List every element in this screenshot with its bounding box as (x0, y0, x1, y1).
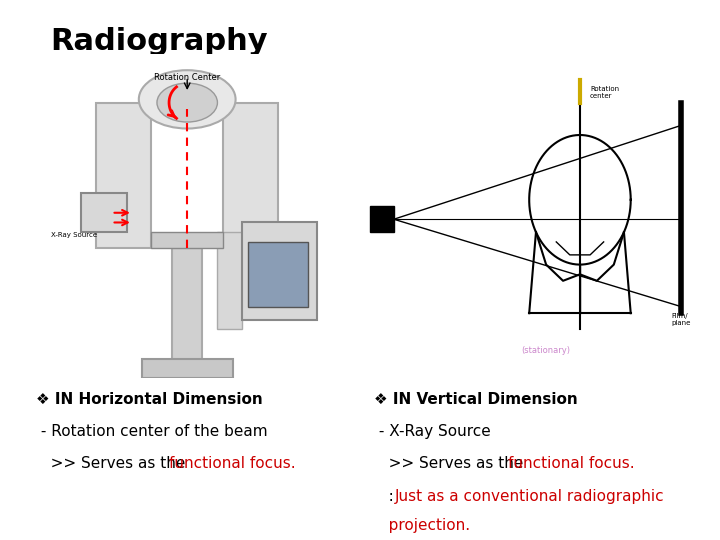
Text: - Rotation center of the beam: - Rotation center of the beam (36, 424, 268, 439)
Bar (248, 242, 308, 307)
Bar (96, 103, 151, 248)
Text: Just as a conventional radiographic: Just as a conventional radiographic (395, 489, 664, 504)
Bar (151, 232, 223, 248)
Ellipse shape (157, 83, 217, 122)
Text: Film/
plane: Film/ plane (671, 313, 690, 326)
Text: Rotation
center: Rotation center (590, 86, 619, 99)
Text: - X-Ray Source: - X-Ray Source (374, 424, 491, 439)
Text: Radiography: Radiography (50, 27, 268, 56)
Bar (223, 103, 278, 248)
Bar (370, 206, 394, 232)
Ellipse shape (139, 70, 235, 129)
Bar (242, 222, 318, 320)
Text: projection.: projection. (374, 518, 471, 534)
Text: ❖ IN Horizontal Dimension: ❖ IN Horizontal Dimension (36, 392, 263, 407)
Text: X-Ray Source: X-Ray Source (51, 232, 97, 238)
Bar (172, 248, 202, 378)
Text: >> Serves as the: >> Serves as the (36, 456, 190, 471)
Text: (stationary): (stationary) (521, 346, 571, 355)
Text: :: : (374, 489, 399, 504)
Bar (142, 359, 233, 378)
Text: >> Serves as the: >> Serves as the (374, 456, 528, 471)
Bar (81, 193, 127, 232)
Bar (217, 232, 242, 329)
Text: functional focus.: functional focus. (169, 456, 296, 471)
Text: Rotation Center: Rotation Center (154, 73, 220, 83)
Text: functional focus.: functional focus. (508, 456, 634, 471)
Text: ❖ IN Vertical Dimension: ❖ IN Vertical Dimension (374, 392, 578, 407)
